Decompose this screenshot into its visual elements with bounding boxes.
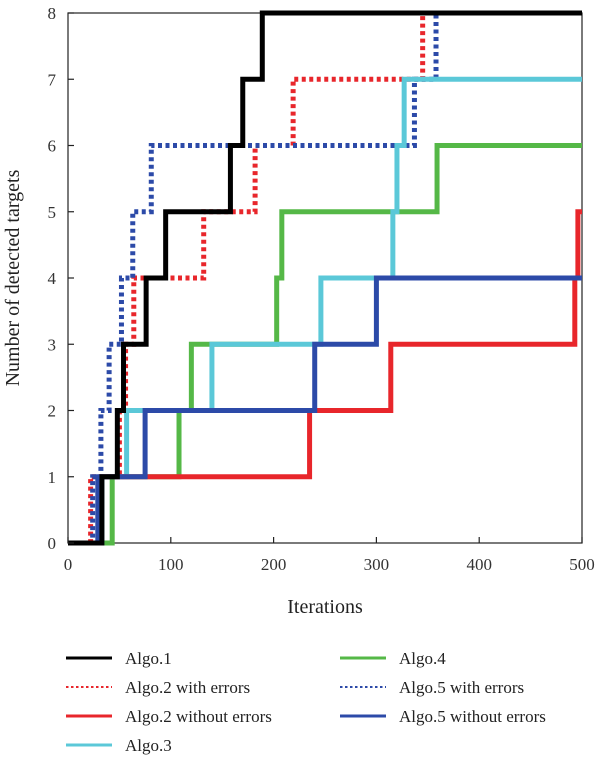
y-tick-label: 8 — [48, 4, 57, 23]
series-layer — [68, 10, 582, 546]
series-line-algo-5-without-errors — [68, 275, 582, 546]
legend-label: Algo.4 — [399, 649, 446, 668]
x-tick-label: 100 — [158, 555, 184, 574]
y-tick-label: 0 — [48, 534, 57, 553]
legend-label: Algo.3 — [125, 736, 172, 755]
x-tick-label: 400 — [466, 555, 492, 574]
x-tick-label: 500 — [569, 555, 595, 574]
legend-label: Algo.5 without errors — [399, 707, 546, 726]
series-line-algo-2-without-errors — [68, 209, 582, 546]
y-axis: 0 1 2 3 4 5 6 7 8 — [48, 4, 74, 553]
x-tick-label: 200 — [261, 555, 287, 574]
x-axis: 0 100 200 300 400 500 — [64, 537, 595, 574]
x-axis-label: Iterations — [287, 596, 363, 618]
series-line-algo-1 — [68, 10, 582, 546]
y-tick-label: 1 — [48, 468, 57, 487]
x-tick-label: 0 — [64, 555, 73, 574]
y-tick-label: 5 — [48, 203, 57, 222]
y-tick-label: 3 — [48, 335, 57, 354]
legend-label: Algo.1 — [125, 649, 172, 668]
legend-label: Algo.5 with errors — [399, 678, 524, 697]
y-tick-label: 7 — [48, 70, 57, 89]
x-tick-label: 300 — [364, 555, 390, 574]
y-tick-label: 6 — [48, 137, 57, 156]
y-tick-label: 4 — [48, 269, 57, 288]
y-axis-label: Number of detected targets — [2, 169, 24, 386]
legend-label: Algo.2 without errors — [125, 707, 272, 726]
y-tick-label: 2 — [48, 402, 57, 421]
legend-label: Algo.2 with errors — [125, 678, 250, 697]
legend: Algo.1 Algo.4 Algo.2 with errors Algo.5 wit… — [66, 649, 546, 755]
